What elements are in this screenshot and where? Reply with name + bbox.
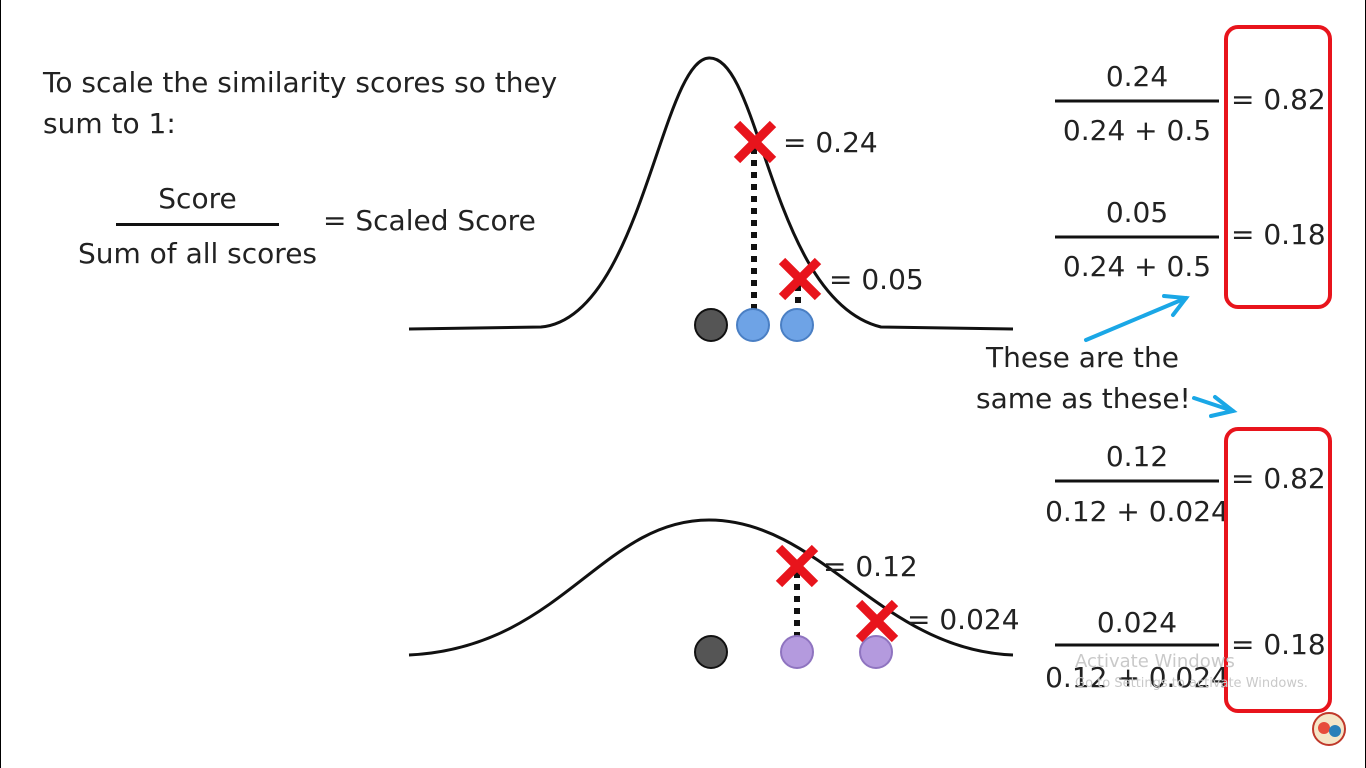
fraction-1-denominator: 0.24 + 0.5 (1062, 114, 1212, 147)
fraction-1-numerator: 0.24 (1105, 60, 1169, 93)
bottom-purple-dot-2 (859, 635, 893, 669)
arrow-right-icon (1192, 395, 1238, 418)
result-box-top (1224, 25, 1332, 309)
bottom-normal-curve (408, 518, 1014, 657)
top-dark-dot (694, 308, 728, 342)
bottom-mark-label-2: = 0.024 (907, 603, 1020, 636)
fraction-2-numerator: 0.05 (1105, 196, 1169, 229)
top-blue-dot-2 (780, 308, 814, 342)
callout-line-1: These are the (986, 341, 1179, 374)
channel-logo-icon (1312, 712, 1346, 746)
formula-result: = Scaled Score (323, 204, 536, 237)
top-cross-1 (733, 120, 777, 164)
fraction-3-result: = 0.82 (1231, 462, 1326, 495)
intro-text: To scale the similarity scores so they s… (43, 62, 563, 144)
fraction-2-denominator: 0.24 + 0.5 (1062, 250, 1212, 283)
formula-bar (116, 223, 279, 226)
fraction-4-result: = 0.18 (1231, 628, 1326, 661)
formula-numerator: Score (158, 182, 237, 215)
fraction-2-result: = 0.18 (1231, 218, 1326, 251)
fraction-3-numerator: 0.12 (1105, 440, 1169, 473)
fraction-4-denominator: 0.12 + 0.024 (1045, 661, 1229, 694)
formula-denominator: Sum of all scores (77, 237, 318, 270)
fraction-3-denominator: 0.12 + 0.024 (1045, 495, 1229, 528)
watermark-title: Activate Windows (1075, 651, 1235, 672)
arrow-up-icon (1084, 294, 1190, 342)
top-mark-label-2: = 0.05 (829, 263, 924, 296)
callout-line-2: same as these! (976, 382, 1191, 415)
bottom-dark-dot (694, 635, 728, 669)
result-box-bottom (1224, 427, 1332, 713)
bottom-mark-label-1: = 0.12 (823, 550, 918, 583)
intro-line-1: To scale the similarity scores so they (43, 66, 558, 99)
intro-line-2: sum to 1: (43, 107, 176, 140)
bottom-cross-1 (775, 544, 819, 588)
top-blue-dot-1 (736, 308, 770, 342)
top-mark-label-1: = 0.24 (783, 126, 878, 159)
bottom-cross-2 (855, 599, 899, 643)
watermark-subtitle: Go to Settings to activate Windows. (1075, 676, 1308, 691)
fraction-1-result: = 0.82 (1231, 83, 1326, 116)
fraction-4-numerator: 0.024 (1096, 606, 1178, 639)
bottom-purple-dot-1 (780, 635, 814, 669)
top-normal-curve (408, 56, 1014, 331)
top-cross-2 (778, 257, 822, 301)
